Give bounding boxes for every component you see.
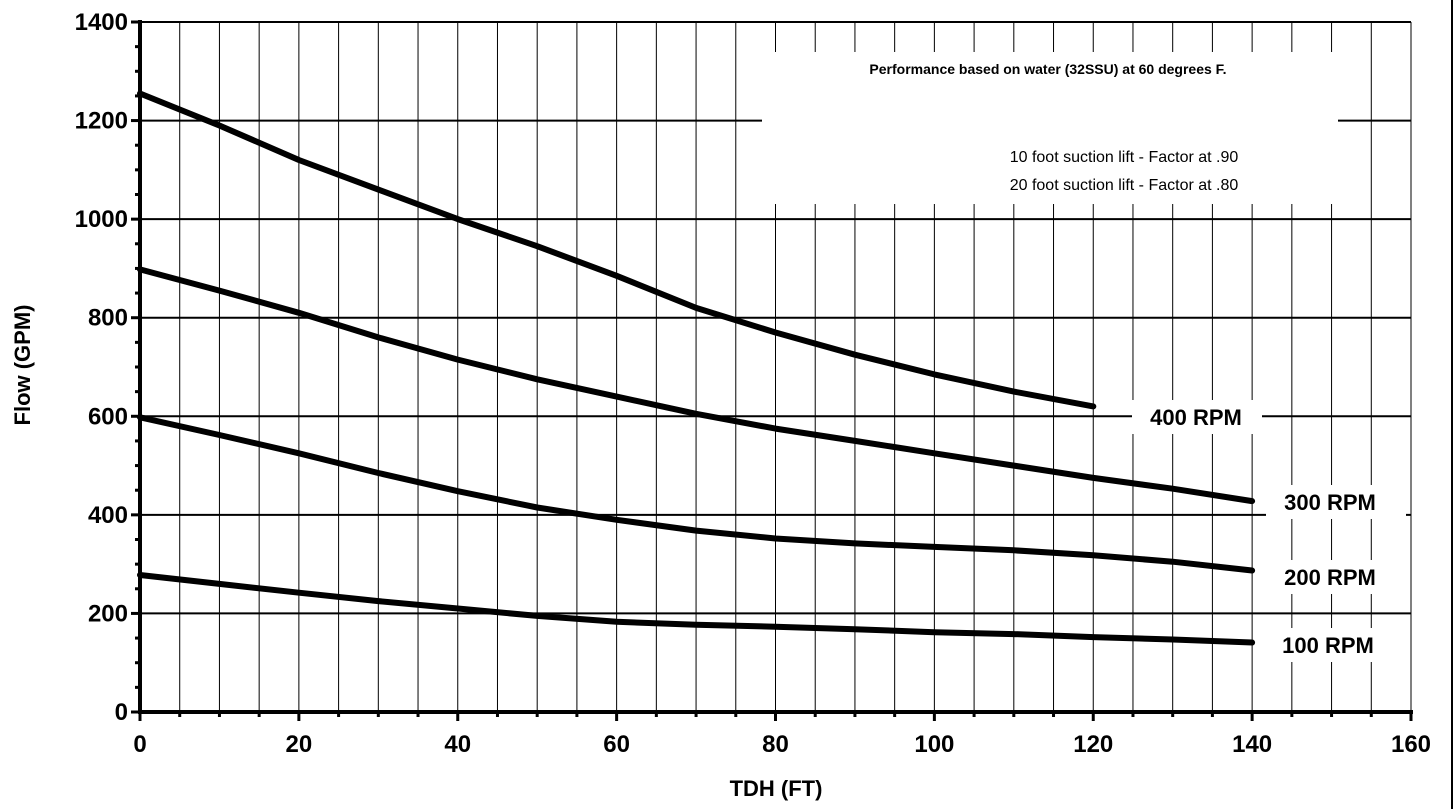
series-line-100-rpm bbox=[137, 572, 1256, 646]
y-tick-label: 600 bbox=[88, 403, 128, 430]
series-label-300-rpm: 300 RPM bbox=[1284, 490, 1376, 515]
x-tick-label: 40 bbox=[444, 731, 471, 758]
x-tick-label: 0 bbox=[133, 731, 146, 758]
series-label-200-rpm: 200 RPM bbox=[1284, 565, 1376, 590]
curves bbox=[137, 90, 1256, 646]
x-tick-label: 60 bbox=[603, 731, 630, 758]
y-tick-label: 800 bbox=[88, 305, 128, 332]
annotation-water: Performance based on water (32SSU) at 60… bbox=[869, 61, 1226, 77]
y-tick-label: 0 bbox=[115, 699, 128, 726]
x-tick-label: 160 bbox=[1391, 731, 1431, 758]
y-tick-label: 1000 bbox=[75, 206, 128, 233]
y-axis-title: Flow (GPM) bbox=[10, 305, 35, 426]
series-labels: 400 RPM 300 RPM 200 RPM 100 RPM bbox=[1132, 400, 1406, 662]
series-line-400-rpm bbox=[137, 90, 1097, 410]
x-tick-label: 80 bbox=[762, 731, 789, 758]
x-tick-label: 100 bbox=[914, 731, 954, 758]
x-axis-title: TDH (FT) bbox=[730, 776, 823, 801]
series-label-400-rpm: 400 RPM bbox=[1150, 405, 1242, 430]
y-tick-label: 1400 bbox=[75, 9, 128, 36]
series-line-200-rpm bbox=[137, 414, 1256, 574]
series-label-100-rpm: 100 RPM bbox=[1282, 633, 1374, 658]
x-tick-label: 140 bbox=[1232, 731, 1272, 758]
annotation-box: Performance based on water (32SSU) at 60… bbox=[762, 52, 1338, 204]
ticks: 0 20 40 60 80 100 120 140 160 0 200 400 600 800 1000 12… bbox=[75, 9, 1431, 758]
y-tick-label: 200 bbox=[88, 600, 128, 627]
y-tick-label: 1200 bbox=[75, 108, 128, 135]
y-tick-label: 400 bbox=[88, 502, 128, 529]
series-line-300-rpm bbox=[137, 266, 1256, 505]
annotation-suction-20: 20 foot suction lift - Factor at .80 bbox=[1010, 177, 1239, 194]
x-tick-label: 20 bbox=[286, 731, 313, 758]
x-tick-label: 120 bbox=[1073, 731, 1113, 758]
annotation-suction-10: 10 foot suction lift - Factor at .90 bbox=[1010, 149, 1239, 166]
